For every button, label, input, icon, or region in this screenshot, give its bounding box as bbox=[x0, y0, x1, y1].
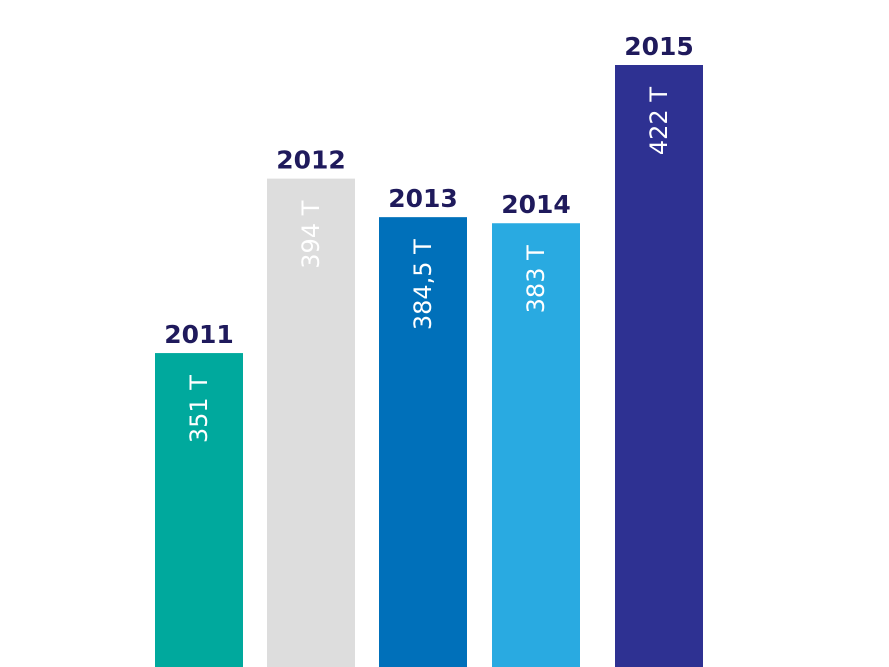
category-label-2015: 2015 bbox=[624, 32, 694, 61]
value-label-2015: 422 T bbox=[645, 87, 673, 155]
value-label-2013: 384,5 T bbox=[409, 239, 437, 330]
bar-group-2013: 2013 384,5 T bbox=[379, 184, 467, 667]
bar-group-2011: 2011 351 T bbox=[155, 320, 243, 667]
category-label-2013: 2013 bbox=[388, 184, 458, 213]
bar-2012 bbox=[267, 178, 355, 667]
bar-2013 bbox=[379, 217, 467, 667]
value-label-2014: 383 T bbox=[522, 245, 550, 313]
bar-group-2014: 2014 383 T bbox=[492, 190, 580, 667]
bar-group-2012: 2012 394 T bbox=[267, 146, 355, 667]
bar-2011 bbox=[155, 353, 243, 667]
category-label-2012: 2012 bbox=[276, 146, 346, 175]
value-label-2012: 394 T bbox=[297, 200, 325, 268]
bar-2015 bbox=[615, 65, 703, 667]
bar-group-2015: 2015 422 T bbox=[615, 32, 703, 667]
bar-2014 bbox=[492, 223, 580, 667]
value-label-2011: 351 T bbox=[185, 375, 213, 443]
category-label-2014: 2014 bbox=[501, 190, 571, 219]
category-label-2011: 2011 bbox=[164, 320, 234, 349]
